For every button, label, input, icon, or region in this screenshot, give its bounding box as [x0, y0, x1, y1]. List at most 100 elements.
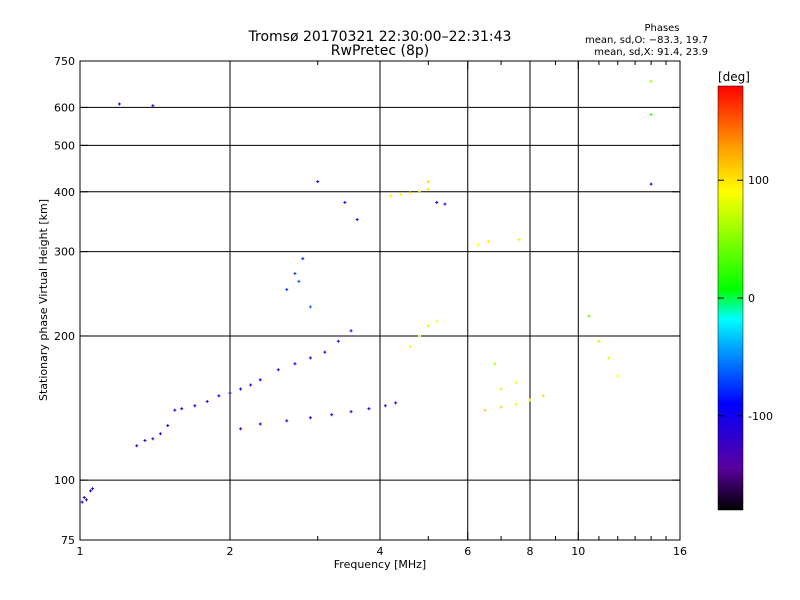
x-tick-label: 6 — [464, 545, 471, 558]
data-point — [343, 200, 347, 204]
data-point — [330, 413, 334, 417]
data-point — [355, 218, 359, 222]
grid-lines — [80, 61, 680, 540]
data-point — [173, 408, 177, 412]
data-point — [499, 405, 503, 409]
data-point — [649, 112, 653, 116]
data-point — [258, 378, 262, 382]
data-point — [426, 180, 430, 184]
y-tick-label: 600 — [54, 101, 75, 114]
data-point — [435, 319, 439, 323]
chart-title: Tromsø 20170321 22:30:00–22:31:43 — [248, 29, 512, 45]
colorbar-tick-label: 100 — [748, 174, 769, 187]
data-point — [649, 182, 653, 186]
x-tick-label: 10 — [571, 545, 585, 558]
data-point — [82, 495, 86, 499]
data-point — [517, 237, 521, 241]
y-tick-label: 200 — [54, 330, 75, 343]
y-tick-label: 100 — [54, 474, 75, 487]
data-point — [493, 362, 497, 366]
data-point — [587, 314, 591, 318]
data-point — [91, 487, 95, 491]
data-point — [514, 402, 518, 406]
data-point — [408, 191, 412, 195]
data-point — [528, 398, 532, 402]
data-point — [239, 427, 243, 431]
scatter-points — [80, 79, 653, 504]
x-axis-label: Frequency [MHz] — [334, 558, 426, 571]
data-point — [308, 305, 312, 309]
data-point — [408, 345, 412, 349]
data-point — [293, 272, 297, 276]
plot-area: 1 2 4 6 8 10 16 75 100 200 300 400 500 600 750 — [54, 55, 687, 558]
data-point — [483, 408, 487, 412]
data-point — [541, 394, 545, 398]
data-point — [80, 500, 84, 504]
colorbar-tick-label: -100 — [748, 410, 773, 423]
y-tick-label: 75 — [61, 534, 75, 547]
y-tick-label: 400 — [54, 186, 75, 199]
data-point — [426, 324, 430, 328]
data-point — [426, 187, 430, 191]
data-point — [276, 368, 280, 372]
data-point — [193, 404, 197, 408]
data-point — [285, 288, 289, 292]
data-point — [499, 387, 503, 391]
chart-subtitle: RwPretec (8p) — [331, 43, 429, 59]
colorbar-label: [deg] — [718, 70, 750, 84]
data-point — [228, 391, 232, 395]
data-point — [383, 404, 387, 408]
x-tick-label: 1 — [77, 545, 84, 558]
data-point — [89, 489, 93, 493]
data-point — [394, 401, 398, 405]
data-point — [367, 407, 371, 411]
x-tick-label: 4 — [377, 545, 384, 558]
data-point — [349, 410, 353, 414]
data-point — [336, 339, 340, 343]
data-point — [205, 399, 209, 403]
data-point — [308, 416, 312, 420]
y-axis-label: Stationary phase Virtual Height [km] — [37, 199, 50, 401]
data-point — [649, 79, 653, 83]
data-point — [514, 380, 518, 384]
data-point — [180, 407, 184, 411]
data-point — [597, 339, 601, 343]
stats-title: Phases — [644, 23, 679, 34]
data-point — [84, 498, 88, 502]
colorbar-tick-label: 0 — [748, 292, 755, 305]
data-point — [301, 257, 305, 261]
data-point — [249, 383, 253, 387]
data-point — [143, 439, 147, 443]
y-tick-label: 500 — [54, 139, 75, 152]
x-tick-label: 16 — [673, 545, 687, 558]
data-point — [476, 243, 480, 247]
data-point — [389, 194, 393, 198]
y-tick-label: 300 — [54, 246, 75, 259]
colorbar: [deg] 100 0 -100 — [717, 70, 773, 511]
data-point — [285, 419, 289, 423]
data-point — [616, 374, 620, 378]
x-tick-label: 8 — [527, 545, 534, 558]
axes: 1 2 4 6 8 10 16 75 100 200 300 400 500 600 750 — [54, 55, 687, 558]
data-point — [239, 387, 243, 391]
stats-line-x: mean, sd,X: 91.4, 23.9 — [594, 47, 708, 58]
data-point — [117, 102, 121, 106]
data-point — [151, 437, 155, 441]
data-point — [607, 356, 611, 360]
data-point — [308, 356, 312, 360]
y-tick-label: 750 — [54, 55, 75, 68]
data-point — [158, 432, 162, 436]
data-point — [258, 422, 262, 426]
stats-line-o: mean, sd,O: −83.3, 19.7 — [585, 35, 708, 46]
data-point — [316, 180, 320, 184]
data-point — [435, 200, 439, 204]
data-point — [323, 350, 327, 354]
data-point — [297, 279, 301, 283]
data-point — [151, 104, 155, 108]
data-point — [399, 192, 403, 196]
data-point — [166, 424, 170, 428]
data-point — [217, 394, 221, 398]
data-point — [486, 239, 490, 243]
x-tick-label: 2 — [227, 545, 234, 558]
